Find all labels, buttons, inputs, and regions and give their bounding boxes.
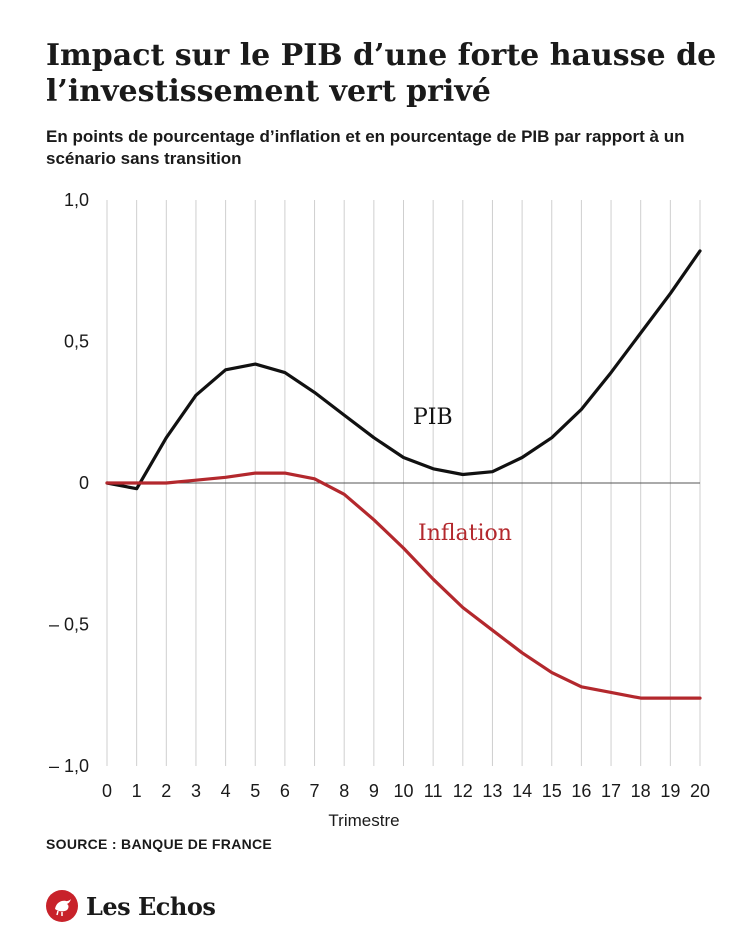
x-axis-title: Trimestre xyxy=(328,811,399,830)
x-tick-label: 3 xyxy=(191,781,201,801)
y-axis-ticks: 1,0 0,5 0 – 0,5 – 1,0 xyxy=(49,190,89,776)
x-tick-label: 18 xyxy=(631,781,651,801)
x-tick-label: 17 xyxy=(601,781,621,801)
x-tick-label: 8 xyxy=(339,781,349,801)
series-label-pib: PIB xyxy=(413,405,453,430)
x-tick-label: 10 xyxy=(393,781,413,801)
y-tick-label: – 0,5 xyxy=(49,615,89,635)
x-tick-label: 16 xyxy=(571,781,591,801)
x-tick-label: 20 xyxy=(690,781,710,801)
series-lines xyxy=(105,249,702,700)
x-tick-label: 9 xyxy=(369,781,379,801)
source-note: SOURCE : BANQUE DE FRANCE xyxy=(46,836,273,852)
series-label-inflation: Inflation xyxy=(418,521,512,546)
logo-text: Les Echos xyxy=(86,891,216,921)
x-tick-label: 15 xyxy=(542,781,562,801)
series-line-pib xyxy=(105,249,702,491)
x-tick-label: 2 xyxy=(161,781,171,801)
x-axis-ticks: 0 1 2 3 4 5 6 7 8 9 10 11 12 13 14 15 16 17 18 19 20 xyxy=(102,781,710,801)
grid-lines xyxy=(106,200,701,766)
y-tick-label: 0,5 xyxy=(64,332,89,352)
x-tick-label: 13 xyxy=(482,781,502,801)
chart-title: Impact sur le PIB d’une forte hausse de … xyxy=(46,38,717,109)
x-tick-label: 19 xyxy=(660,781,680,801)
x-tick-label: 5 xyxy=(250,781,260,801)
x-tick-label: 1 xyxy=(132,781,142,801)
x-tick-label: 12 xyxy=(453,781,473,801)
y-tick-label: 1,0 xyxy=(64,190,89,210)
x-tick-label: 0 xyxy=(102,781,112,801)
rooster-icon xyxy=(46,890,78,922)
x-tick-label: 7 xyxy=(310,781,320,801)
x-tick-label: 11 xyxy=(424,781,443,801)
x-tick-label: 14 xyxy=(512,781,532,801)
x-tick-label: 4 xyxy=(221,781,231,801)
y-tick-label: 0 xyxy=(79,473,89,493)
les-echos-logo: Les Echos xyxy=(46,888,216,924)
x-tick-label: 6 xyxy=(280,781,290,801)
series-line-inflation xyxy=(105,471,702,700)
chart-subtitle: En points de pourcentage d’inflation et … xyxy=(46,127,685,168)
y-tick-label: – 1,0 xyxy=(49,756,89,776)
